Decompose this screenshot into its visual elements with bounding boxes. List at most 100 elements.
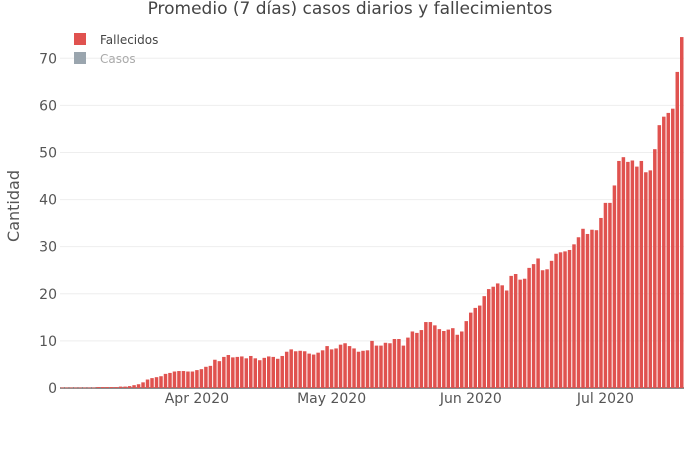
bar[interactable] xyxy=(401,345,406,388)
bar[interactable] xyxy=(271,356,275,388)
bars-fallecidos[interactable] xyxy=(60,37,684,389)
bar[interactable] xyxy=(486,289,491,388)
bar[interactable] xyxy=(410,331,415,388)
bar[interactable] xyxy=(258,360,262,388)
bar[interactable] xyxy=(329,349,334,388)
bar[interactable] xyxy=(473,307,478,388)
bar[interactable] xyxy=(195,370,199,388)
bar[interactable] xyxy=(446,329,451,388)
bar[interactable] xyxy=(491,286,495,388)
bar[interactable] xyxy=(356,351,361,388)
bar[interactable] xyxy=(469,312,473,388)
bar[interactable] xyxy=(145,379,150,388)
bar[interactable] xyxy=(388,343,392,388)
bar[interactable] xyxy=(127,386,132,388)
bar[interactable] xyxy=(500,285,504,388)
bar[interactable] xyxy=(522,278,527,388)
bar[interactable] xyxy=(311,354,316,388)
bar[interactable] xyxy=(132,385,136,388)
bar[interactable] xyxy=(320,350,325,388)
bar[interactable] xyxy=(186,371,190,388)
bar[interactable] xyxy=(361,350,365,388)
bar[interactable] xyxy=(545,269,549,388)
bar[interactable] xyxy=(635,166,639,388)
bar[interactable] xyxy=(347,346,352,388)
bar[interactable] xyxy=(675,71,680,389)
bar[interactable] xyxy=(91,387,96,389)
bar[interactable] xyxy=(204,366,208,388)
bar[interactable] xyxy=(513,274,518,388)
bar[interactable] xyxy=(428,322,433,388)
bar[interactable] xyxy=(275,358,280,388)
bar[interactable] xyxy=(536,258,540,388)
bar[interactable] xyxy=(671,108,675,389)
bar[interactable] xyxy=(406,337,410,388)
bar[interactable] xyxy=(558,252,563,388)
bar[interactable] xyxy=(639,160,644,388)
bar[interactable] xyxy=(455,334,460,388)
bar[interactable] xyxy=(352,348,356,388)
bar[interactable] xyxy=(298,350,302,388)
bar[interactable] xyxy=(572,244,576,388)
bar[interactable] xyxy=(154,377,159,388)
bar[interactable] xyxy=(518,279,522,388)
bar[interactable] xyxy=(338,344,343,388)
bar[interactable] xyxy=(365,350,370,388)
bar[interactable] xyxy=(307,353,311,388)
bar[interactable] xyxy=(136,384,141,388)
bar[interactable] xyxy=(576,237,581,388)
bar[interactable] xyxy=(123,386,127,388)
bar[interactable] xyxy=(680,37,684,388)
bar[interactable] xyxy=(482,296,486,388)
bar[interactable] xyxy=(109,387,114,388)
bar[interactable] xyxy=(213,359,217,388)
bar[interactable] xyxy=(374,345,379,388)
bar[interactable] xyxy=(653,149,657,388)
bar[interactable] xyxy=(460,331,464,388)
bar[interactable] xyxy=(280,355,284,388)
bar[interactable] xyxy=(190,371,195,388)
bar[interactable] xyxy=(585,233,590,388)
bar[interactable] xyxy=(415,332,419,388)
bar[interactable] xyxy=(78,387,82,389)
bar[interactable] xyxy=(540,270,545,388)
bar[interactable] xyxy=(594,230,599,388)
bar[interactable] xyxy=(302,351,307,388)
bar[interactable] xyxy=(379,345,383,388)
legend-item-casos[interactable]: Casos xyxy=(74,52,136,66)
bar[interactable] xyxy=(235,356,240,388)
bar[interactable] xyxy=(82,387,87,389)
bar[interactable] xyxy=(226,355,231,388)
bar[interactable] xyxy=(437,329,442,388)
bar[interactable] xyxy=(477,305,482,388)
bar[interactable] xyxy=(105,387,109,388)
bar[interactable] xyxy=(504,290,509,388)
bar[interactable] xyxy=(554,253,558,388)
bar[interactable] xyxy=(141,382,145,388)
bar[interactable] xyxy=(64,387,69,389)
bar[interactable] xyxy=(648,170,653,388)
bar[interactable] xyxy=(662,116,666,389)
bar[interactable] xyxy=(531,264,536,388)
bar[interactable] xyxy=(657,125,662,389)
bar[interactable] xyxy=(630,160,635,388)
bar[interactable] xyxy=(249,355,253,388)
bar[interactable] xyxy=(424,322,428,388)
bar[interactable] xyxy=(383,342,388,388)
bar[interactable] xyxy=(231,357,235,388)
bar[interactable] xyxy=(433,325,437,388)
bar[interactable] xyxy=(208,365,213,388)
bar[interactable] xyxy=(150,378,154,388)
bar[interactable] xyxy=(177,371,181,388)
bar[interactable] xyxy=(419,330,424,388)
bar[interactable] xyxy=(87,387,91,389)
bar[interactable] xyxy=(217,361,222,388)
bar[interactable] xyxy=(563,251,567,388)
bar[interactable] xyxy=(222,356,226,388)
bar[interactable] xyxy=(644,172,648,388)
bar[interactable] xyxy=(527,267,531,388)
bar[interactable] xyxy=(73,387,78,389)
bar[interactable] xyxy=(199,369,204,388)
bar[interactable] xyxy=(666,112,671,388)
bar[interactable] xyxy=(495,283,500,388)
